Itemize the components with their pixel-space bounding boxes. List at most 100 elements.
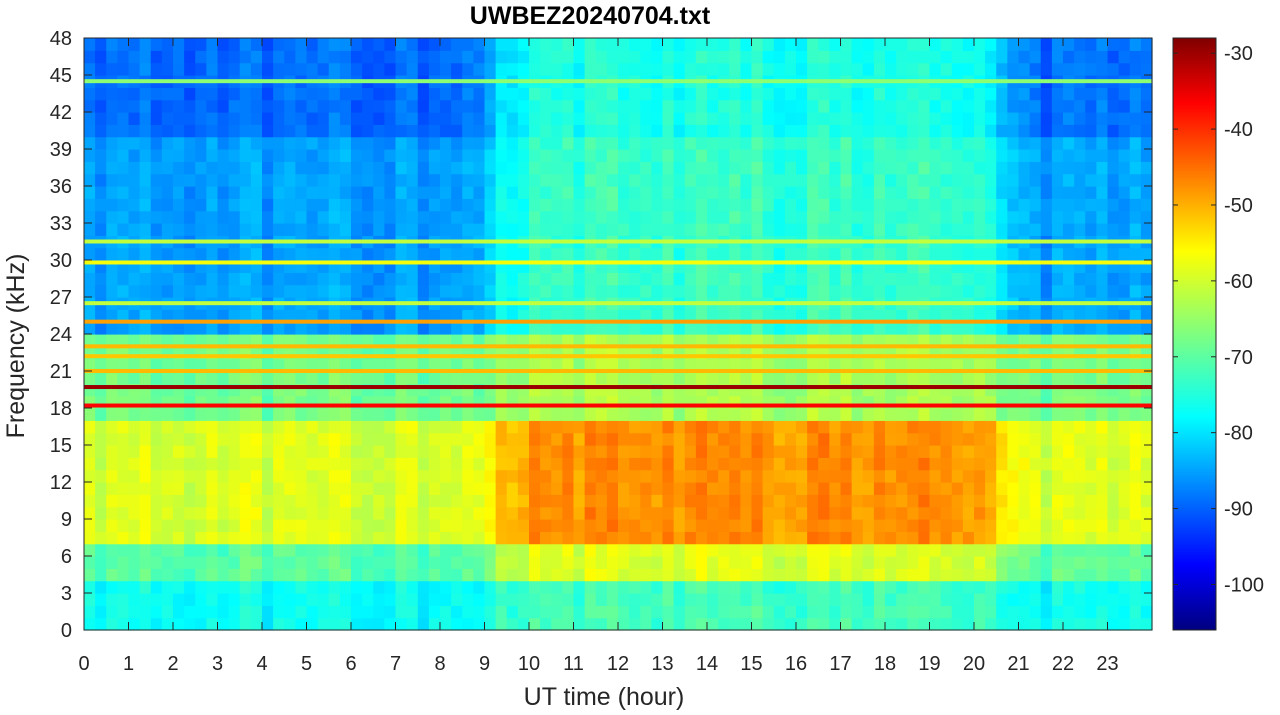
heatmap-cell bbox=[1085, 617, 1097, 631]
heatmap-cell bbox=[262, 593, 274, 606]
heatmap-cell bbox=[262, 38, 274, 51]
heatmap-cell bbox=[873, 247, 886, 261]
heatmap-cell bbox=[84, 506, 96, 520]
heatmap-cell bbox=[384, 543, 397, 557]
heatmap-cell bbox=[484, 506, 497, 520]
heatmap-cell bbox=[295, 358, 308, 372]
heatmap-cell bbox=[751, 371, 764, 384]
heatmap-cell bbox=[1029, 62, 1042, 76]
heatmap-cell bbox=[673, 334, 686, 347]
heatmap-cell bbox=[262, 482, 274, 495]
heatmap-cell bbox=[1040, 186, 1053, 199]
heatmap-cell bbox=[684, 173, 697, 187]
heatmap-cell bbox=[84, 408, 96, 421]
heatmap-cell bbox=[1040, 50, 1053, 64]
heatmap-cell bbox=[451, 519, 463, 532]
heatmap-cell bbox=[873, 506, 886, 520]
heatmap-cell bbox=[306, 543, 319, 557]
heatmap-cell bbox=[406, 531, 419, 545]
heatmap-cell bbox=[495, 543, 508, 557]
heatmap-cell bbox=[217, 38, 230, 51]
band-line bbox=[84, 385, 1152, 390]
heatmap-cell bbox=[974, 506, 986, 520]
heatmap-cell bbox=[1107, 420, 1120, 434]
heatmap-cell bbox=[896, 186, 908, 199]
heatmap-cell bbox=[250, 161, 263, 175]
heatmap-cell bbox=[606, 161, 619, 175]
y-tick-label: 39 bbox=[50, 139, 72, 161]
heatmap-cell bbox=[896, 395, 908, 409]
heatmap-cell bbox=[428, 617, 441, 631]
heatmap-cell bbox=[951, 371, 964, 384]
heatmap-cell bbox=[117, 87, 130, 101]
heatmap-cell bbox=[640, 210, 652, 224]
heatmap-cell bbox=[506, 457, 519, 471]
heatmap-cell bbox=[629, 223, 641, 236]
y-tick-label: 27 bbox=[50, 287, 72, 309]
heatmap-cell bbox=[1018, 99, 1031, 113]
heatmap-cell bbox=[106, 420, 118, 434]
heatmap-cell bbox=[707, 543, 719, 557]
heatmap-cell bbox=[784, 469, 797, 483]
heatmap-cell bbox=[1107, 408, 1120, 421]
heatmap-cell bbox=[673, 272, 686, 286]
heatmap-cell bbox=[862, 284, 875, 298]
heatmap-cell bbox=[896, 136, 908, 150]
heatmap-cell bbox=[473, 617, 486, 631]
heatmap-cell bbox=[228, 124, 241, 138]
heatmap-cell bbox=[662, 395, 675, 409]
heatmap-cell bbox=[106, 395, 118, 409]
heatmap-cell bbox=[150, 161, 163, 175]
heatmap-cell bbox=[1118, 309, 1131, 323]
heatmap-cell bbox=[106, 247, 118, 261]
heatmap-cell bbox=[428, 272, 441, 286]
x-tick-label: 0 bbox=[78, 653, 89, 675]
heatmap-cell bbox=[362, 580, 374, 594]
heatmap-cell bbox=[962, 247, 975, 261]
heatmap-cell bbox=[428, 136, 441, 150]
heatmap-cell bbox=[228, 395, 241, 409]
heatmap-cell bbox=[684, 432, 697, 446]
heatmap-cell bbox=[1018, 617, 1031, 631]
heatmap-cell bbox=[551, 580, 563, 594]
heatmap-cell bbox=[673, 186, 686, 199]
heatmap-cell bbox=[896, 87, 908, 101]
heatmap-cell bbox=[873, 272, 886, 286]
heatmap-cell bbox=[128, 346, 141, 360]
heatmap-cell bbox=[406, 457, 419, 471]
heatmap-cell bbox=[840, 136, 853, 150]
heatmap-cell bbox=[406, 556, 419, 569]
heatmap-cell bbox=[1029, 432, 1042, 446]
heatmap-cell bbox=[851, 247, 864, 261]
heatmap-cell bbox=[161, 136, 174, 150]
heatmap-cell bbox=[974, 432, 986, 446]
heatmap-cell bbox=[517, 469, 530, 483]
heatmap-cell bbox=[573, 568, 586, 582]
heatmap-cell bbox=[517, 568, 530, 582]
heatmap-cell bbox=[495, 383, 508, 397]
heatmap-cell bbox=[829, 408, 842, 421]
heatmap-cell bbox=[673, 556, 686, 569]
heatmap-cell bbox=[929, 149, 942, 162]
heatmap-cell bbox=[1040, 543, 1053, 557]
heatmap-cell bbox=[451, 309, 463, 323]
heatmap-cell bbox=[951, 210, 964, 224]
heatmap-cell bbox=[117, 383, 130, 397]
heatmap-cell bbox=[562, 617, 575, 631]
heatmap-cell bbox=[295, 284, 308, 298]
heatmap-cell bbox=[829, 260, 842, 273]
heatmap-cell bbox=[718, 186, 730, 199]
heatmap-cell bbox=[951, 482, 964, 495]
heatmap-cell bbox=[495, 186, 508, 199]
heatmap-cell bbox=[929, 371, 942, 384]
heatmap-cell bbox=[484, 580, 497, 594]
heatmap-cell bbox=[718, 321, 730, 335]
heatmap-cell bbox=[662, 506, 675, 520]
heatmap-cell bbox=[217, 309, 230, 323]
heatmap-cell bbox=[1140, 334, 1153, 347]
band-line bbox=[84, 239, 1152, 244]
heatmap-cell bbox=[139, 309, 152, 323]
heatmap-cell bbox=[729, 482, 741, 495]
heatmap-cell bbox=[150, 87, 163, 101]
heatmap-cell bbox=[573, 260, 586, 273]
